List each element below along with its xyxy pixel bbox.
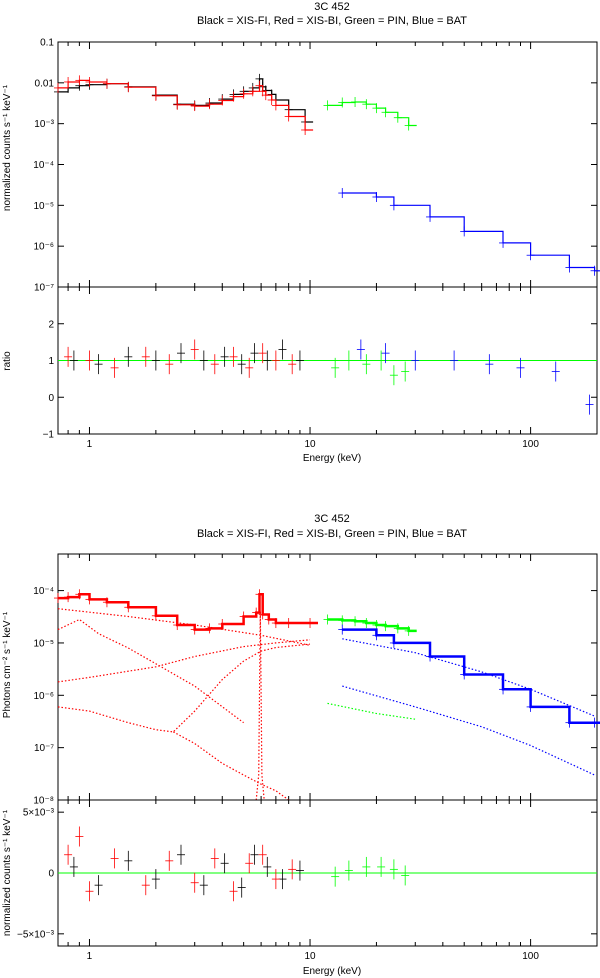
- y-tick-label: 10⁻⁶: [33, 691, 54, 702]
- series-line: [57, 643, 311, 733]
- y-tick-label: 10⁻³: [34, 119, 54, 130]
- series-line: [327, 702, 416, 720]
- top-ratio-panel: 210−11 10 100: [43, 286, 598, 450]
- top-spectrum-ylabel: normalized counts s⁻¹ keV⁻¹: [2, 84, 13, 211]
- series-line: [57, 618, 244, 724]
- y-tick-label: 10⁻⁸: [33, 796, 54, 807]
- y-tick-label: 0.1: [40, 38, 54, 49]
- x-tick-label: 1: [87, 951, 93, 962]
- y-tick-label: 10⁻⁵: [33, 638, 54, 649]
- bottom-residuals-ylabel: normalized counts s⁻¹ keV⁻¹: [2, 809, 13, 936]
- bottom-subtitle: Black = XIS-FI, Red = XIS-BI, Green = PI…: [197, 528, 467, 540]
- y-tick-label: −1: [43, 430, 55, 441]
- series-line: [57, 639, 311, 683]
- series-line: [57, 608, 311, 646]
- series-line: [255, 611, 265, 801]
- x-tick-label: 10: [304, 951, 316, 962]
- x-tick-label: 10: [304, 439, 316, 450]
- bottom-residuals-xlabel: Energy (keV): [303, 966, 361, 977]
- top-ratio-ylabel: ratio: [2, 351, 13, 371]
- bottom-title: 3C 452: [314, 513, 349, 525]
- y-tick-label: 2: [48, 319, 54, 330]
- series-line: [342, 192, 600, 272]
- y-tick-label: 10⁻⁵: [33, 201, 54, 212]
- top-subtitle: Black = XIS-FI, Red = XIS-BI, Green = PI…: [197, 15, 467, 27]
- y-tick-label: 10⁻⁶: [33, 242, 54, 253]
- series-line: [342, 638, 595, 717]
- bottom-spectrum-ylabel: Photons cm⁻² s⁻¹ keV⁻¹: [2, 611, 13, 718]
- bottom-spectrum-panel: 10⁻⁴ 10⁻⁵ 10⁻⁶ 10⁻⁷ 10⁻⁸: [33, 553, 600, 807]
- plot-frame: [57, 41, 598, 288]
- y-tick-label: 0: [48, 869, 54, 880]
- plot-frame: [57, 553, 598, 801]
- y-tick-label: −5×10⁻³: [17, 929, 55, 940]
- y-tick-label: 1: [48, 356, 54, 367]
- y-tick-label: 10⁻⁷: [34, 283, 54, 294]
- series-line: [173, 731, 290, 801]
- y-tick-label: 5×10⁻³: [23, 808, 55, 819]
- y-tick-label: 10⁻⁴: [33, 586, 54, 597]
- y-tick-label: 10⁻⁴: [33, 160, 54, 171]
- x-tick-label: 100: [522, 951, 539, 962]
- y-tick-label: 0.01: [35, 78, 55, 89]
- x-tick-label: 1: [87, 439, 93, 450]
- bottom-residuals-panel: 5×10⁻³ 0 −5×10⁻³ 1 10 100: [17, 799, 598, 962]
- x-tick-label: 100: [522, 439, 539, 450]
- y-tick-label: 10⁻⁷: [34, 743, 54, 754]
- series-line: [342, 685, 595, 776]
- series-line: [342, 628, 600, 724]
- top-title: 3C 452: [314, 1, 349, 13]
- top-spectrum-panel: 0.1 0.01 10⁻³ 10⁻⁴ 10⁻⁵ 10⁻⁶ 10⁻⁷: [33, 38, 600, 294]
- series-line: [327, 101, 417, 127]
- top-ratio-xlabel: Energy (keV): [303, 453, 361, 464]
- y-tick-label: 0: [48, 393, 54, 404]
